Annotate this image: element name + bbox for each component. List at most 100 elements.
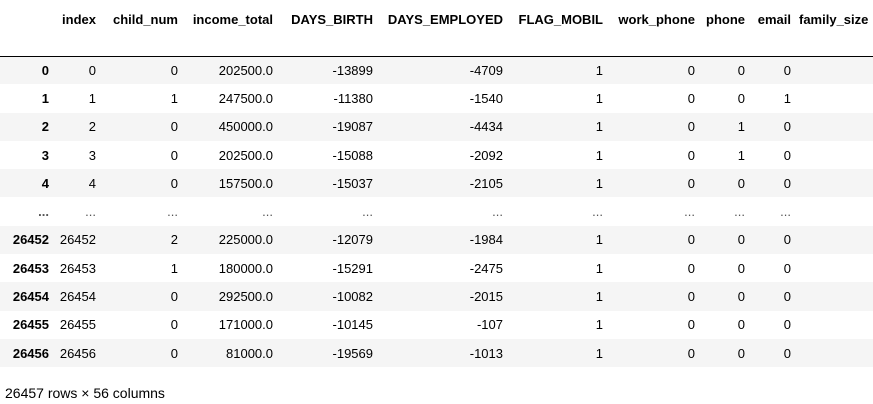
table-cell: 3 xyxy=(88,147,96,163)
table-cell: 0 xyxy=(170,175,178,191)
table-cell: 0 xyxy=(783,260,791,276)
table-cell: 1 xyxy=(737,147,745,163)
row-index: 1 xyxy=(41,90,49,106)
table-cell: 202500.0 xyxy=(218,147,273,163)
table-cell: 2.0 xyxy=(796,169,873,197)
table-cell: 180000.0 xyxy=(218,260,273,276)
table-cell: -10145 xyxy=(332,317,373,333)
row-index: 26453 xyxy=(12,260,49,276)
table-cell: -10082 xyxy=(332,289,373,305)
table-cell: -15037 xyxy=(332,175,373,191)
table-cell: 1 xyxy=(595,260,603,276)
table-cell: 0 xyxy=(170,62,178,78)
table-cell: ... xyxy=(85,204,96,220)
table-cell: 0 xyxy=(737,232,745,248)
table-row: 26452 26452 2 225000.0 -12079 -1984 1 0 0 0 4.0 xyxy=(0,225,873,255)
table-cell: 0 xyxy=(687,260,695,276)
index-header xyxy=(0,0,54,57)
table-cell: 0 xyxy=(687,317,695,333)
table-cell: 0 xyxy=(687,289,695,305)
row-index: 26452 xyxy=(12,232,49,248)
table-cell: 1 xyxy=(595,90,603,106)
table-cell: 0 xyxy=(783,317,791,333)
table-cell: 157500.0 xyxy=(218,175,273,191)
table-cell: ... xyxy=(167,204,178,220)
column-header: family_size xyxy=(796,0,873,57)
table-cell: 0 xyxy=(737,317,745,333)
table-cell: 247500.0 xyxy=(218,90,273,106)
table-cell: ... xyxy=(684,204,695,220)
table-cell: 1 xyxy=(595,317,603,333)
table-cell: 0 xyxy=(170,147,178,163)
dataframe-output[interactable]: index child_num income_total DAYS_BIRTH … xyxy=(0,0,873,372)
table-cell: 0 xyxy=(687,90,695,106)
column-header: email xyxy=(750,0,796,57)
row-index: 26455 xyxy=(12,317,49,333)
row-index: 2 xyxy=(41,119,49,135)
column-header: index xyxy=(54,0,101,57)
header-row: index child_num income_total DAYS_BIRTH … xyxy=(0,0,873,57)
table-cell: -4709 xyxy=(469,62,503,78)
table-cell: 0 xyxy=(687,119,695,135)
table-cell: 0 xyxy=(737,175,745,191)
table-row: 0 0 0 202500.0 -13899 -4709 1 0 0 0 2.0 xyxy=(0,56,873,85)
table-cell: 0 xyxy=(170,119,178,135)
table-cell: ... xyxy=(592,204,603,220)
table-cell: 2.0 xyxy=(796,56,873,84)
row-index: 3 xyxy=(41,147,49,163)
table-cell: -19569 xyxy=(332,345,373,361)
table-cell: 0 xyxy=(737,289,745,305)
table-cell: ... xyxy=(780,204,791,220)
table-cell: 225000.0 xyxy=(218,232,273,248)
table-cell: 0 xyxy=(170,289,178,305)
table-cell: -13899 xyxy=(332,62,373,78)
table-row: 3 3 0 202500.0 -15088 -2092 1 0 1 0 2.0 xyxy=(0,141,873,169)
table-cell: 26456 xyxy=(59,345,96,361)
table-cell: 0 xyxy=(783,175,791,191)
table-cell: 0 xyxy=(170,345,178,361)
table-cell: -2475 xyxy=(469,260,503,276)
column-header: DAYS_BIRTH xyxy=(278,0,378,57)
table-cell: ... xyxy=(796,197,873,225)
table-cell: ... xyxy=(362,204,373,220)
table-cell: 2 xyxy=(88,119,96,135)
table-row: 26455 26455 0 171000.0 -10145 -107 1 0 0 0 1.0 xyxy=(0,311,873,339)
table-cell: 0 xyxy=(783,62,791,78)
table-cell: -4434 xyxy=(469,119,503,135)
column-header: DAYS_EMPLOYED xyxy=(378,0,508,57)
table-cell: 202500.0 xyxy=(218,62,273,78)
table-cell: 26455 xyxy=(59,317,96,333)
table-cell: 2.0 xyxy=(796,141,873,169)
table-cell: -15088 xyxy=(332,147,373,163)
table-cell: 26452 xyxy=(59,232,96,248)
table-cell: 450000.0 xyxy=(218,119,273,135)
table-cell: 171000.0 xyxy=(218,317,273,333)
table-row: 4 4 0 157500.0 -15037 -2105 1 0 0 0 2.0 xyxy=(0,169,873,198)
table-cell: -1540 xyxy=(469,90,503,106)
table-cell: 1 xyxy=(595,62,603,78)
table-cell: 1 xyxy=(170,90,178,106)
table-cell: -107 xyxy=(476,317,503,333)
table-cell: 0 xyxy=(170,317,178,333)
row-index: ... xyxy=(38,204,49,220)
table-cell: 2.0 xyxy=(796,113,873,141)
table-cell: 0 xyxy=(687,345,695,361)
table-cell: 2 xyxy=(170,232,178,248)
table-cell: 3.0 xyxy=(796,84,873,112)
table-cell: 26454 xyxy=(59,289,96,305)
table-row: 26456 26456 0 81000.0 -19569 -1013 1 0 0 0 2.0 xyxy=(0,338,873,368)
table-cell: 0 xyxy=(737,345,745,361)
row-index: 4 xyxy=(41,175,49,191)
table-cell: 0 xyxy=(783,289,791,305)
table-cell: -2092 xyxy=(469,147,503,163)
table-row: 26454 26454 0 292500.0 -10082 -2015 1 0 0 0 2.0 xyxy=(0,282,873,311)
table-row: 1 1 1 247500.0 -11380 -1540 1 0 0 1 3.0 xyxy=(0,84,873,112)
table-cell: -1013 xyxy=(469,345,503,361)
column-header: phone xyxy=(700,0,750,57)
row-index: 26456 xyxy=(12,345,49,361)
table-cell: 0 xyxy=(737,90,745,106)
table-cell: 1 xyxy=(595,175,603,191)
table-cell: -2015 xyxy=(469,289,503,305)
table-cell: 0 xyxy=(783,345,791,361)
table-cell: 1 xyxy=(88,90,96,106)
